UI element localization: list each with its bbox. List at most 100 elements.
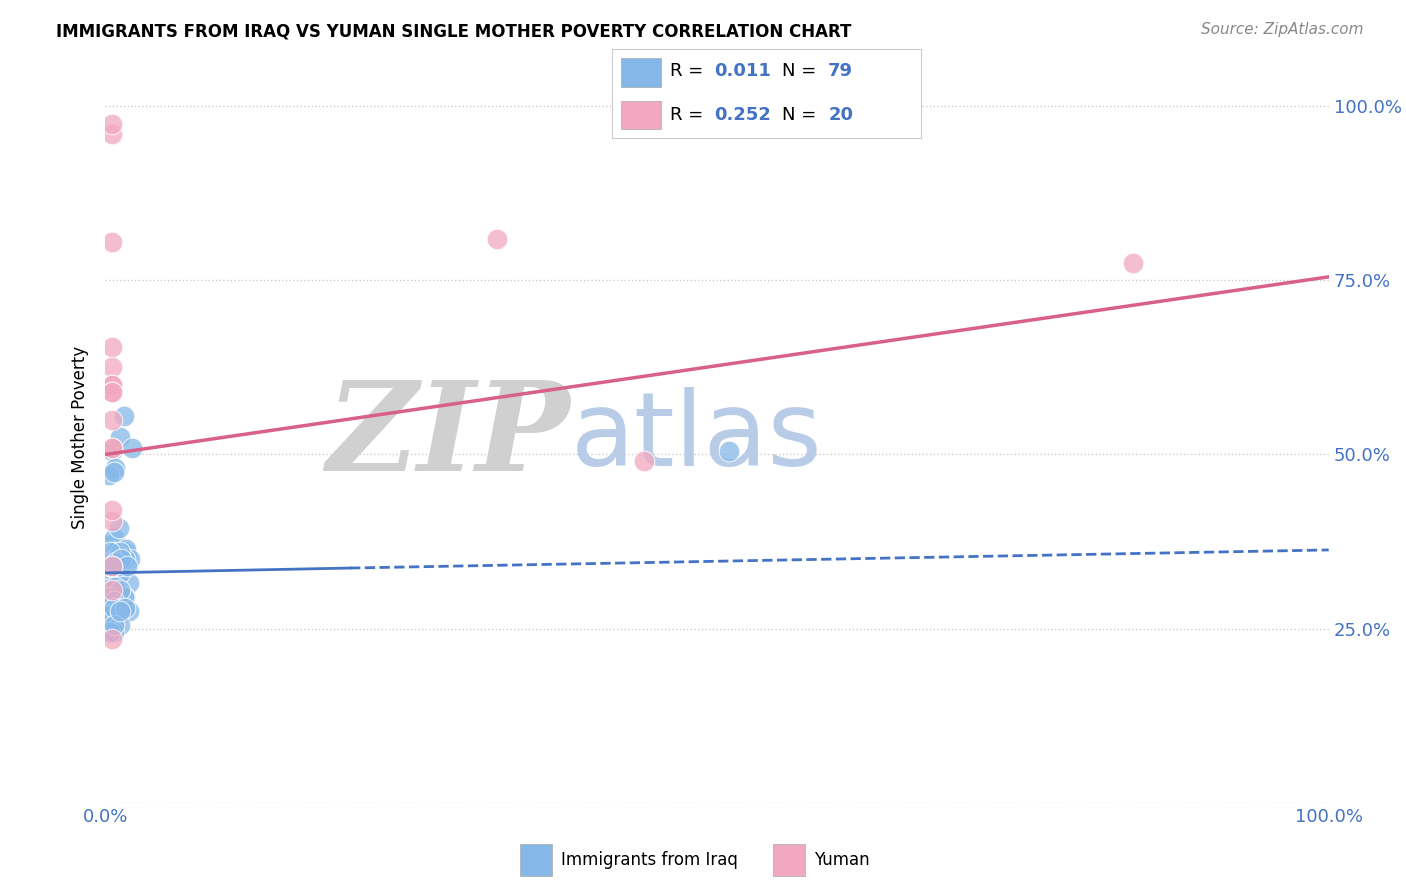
Point <box>108 549 131 563</box>
Point <box>117 549 139 563</box>
Point <box>103 531 125 545</box>
Point <box>108 604 131 618</box>
Point <box>108 558 131 573</box>
Point <box>103 625 125 640</box>
Point <box>100 583 122 598</box>
Point <box>98 558 121 573</box>
Point <box>114 545 136 559</box>
Point <box>108 549 131 563</box>
Point <box>100 117 122 131</box>
Point <box>104 622 127 636</box>
Point <box>100 441 122 455</box>
Point <box>103 556 125 570</box>
Text: Source: ZipAtlas.com: Source: ZipAtlas.com <box>1201 22 1364 37</box>
Point <box>98 562 121 576</box>
Point <box>1122 256 1144 270</box>
Text: 0.252: 0.252 <box>714 106 770 124</box>
Text: 0.011: 0.011 <box>714 62 770 80</box>
Point <box>100 384 122 399</box>
Point <box>485 231 508 245</box>
Point <box>97 607 120 622</box>
Point <box>101 562 124 576</box>
Point <box>108 618 131 632</box>
Point <box>98 558 121 573</box>
FancyBboxPatch shape <box>520 844 551 876</box>
Point <box>100 235 122 249</box>
Text: R =: R = <box>671 106 710 124</box>
Point <box>718 444 741 458</box>
Point <box>100 441 122 455</box>
Point <box>103 600 125 615</box>
Point <box>100 558 122 573</box>
Point <box>103 618 125 632</box>
Point <box>103 611 125 625</box>
Point <box>104 562 127 576</box>
Text: IMMIGRANTS FROM IRAQ VS YUMAN SINGLE MOTHER POVERTY CORRELATION CHART: IMMIGRANTS FROM IRAQ VS YUMAN SINGLE MOT… <box>56 22 852 40</box>
Point <box>100 377 122 392</box>
Point <box>100 514 122 528</box>
Point <box>98 625 121 640</box>
Text: 20: 20 <box>828 106 853 124</box>
Point <box>117 558 139 573</box>
Text: atlas: atlas <box>571 386 823 488</box>
Point <box>103 465 125 479</box>
Point <box>114 600 136 615</box>
Text: Immigrants from Iraq: Immigrants from Iraq <box>561 851 738 869</box>
Point <box>104 545 127 559</box>
Point <box>115 541 138 556</box>
Point <box>108 566 131 580</box>
FancyBboxPatch shape <box>773 844 804 876</box>
Point <box>108 587 131 601</box>
Point <box>121 441 143 455</box>
Point <box>101 545 124 559</box>
Point <box>100 444 122 458</box>
Point <box>101 607 124 622</box>
Point <box>111 600 134 615</box>
Text: R =: R = <box>671 62 710 80</box>
Point <box>112 556 135 570</box>
Point <box>100 384 122 399</box>
Point <box>118 552 141 566</box>
Point <box>118 604 141 618</box>
Point <box>98 625 121 640</box>
Point <box>105 556 128 570</box>
Text: N =: N = <box>782 106 821 124</box>
Text: Yuman: Yuman <box>814 851 870 869</box>
Point <box>101 558 124 573</box>
Point <box>104 461 127 475</box>
Point <box>100 377 122 392</box>
Point <box>100 580 122 594</box>
Point <box>98 556 121 570</box>
Point <box>633 454 655 468</box>
Point <box>98 538 121 552</box>
Point <box>108 521 131 535</box>
Point <box>98 556 121 570</box>
Point <box>105 583 128 598</box>
Point <box>114 591 136 605</box>
Point <box>114 552 136 566</box>
Point <box>97 569 120 583</box>
Point <box>103 556 125 570</box>
Point <box>108 583 131 598</box>
Point <box>110 587 132 601</box>
Point <box>100 412 122 426</box>
Point <box>112 591 135 605</box>
Point <box>100 632 122 646</box>
Point <box>100 339 122 353</box>
Point <box>98 545 121 559</box>
Text: N =: N = <box>782 62 821 80</box>
Point <box>98 591 121 605</box>
Point <box>100 360 122 375</box>
Point <box>108 430 131 444</box>
Point <box>100 127 122 141</box>
Point <box>100 558 122 573</box>
Point <box>98 607 121 622</box>
Point <box>110 549 132 563</box>
Point <box>107 549 129 563</box>
FancyBboxPatch shape <box>621 101 661 129</box>
Point <box>98 468 121 483</box>
Point <box>100 503 122 517</box>
Point <box>110 552 132 566</box>
Point <box>112 409 135 424</box>
Point <box>104 580 127 594</box>
